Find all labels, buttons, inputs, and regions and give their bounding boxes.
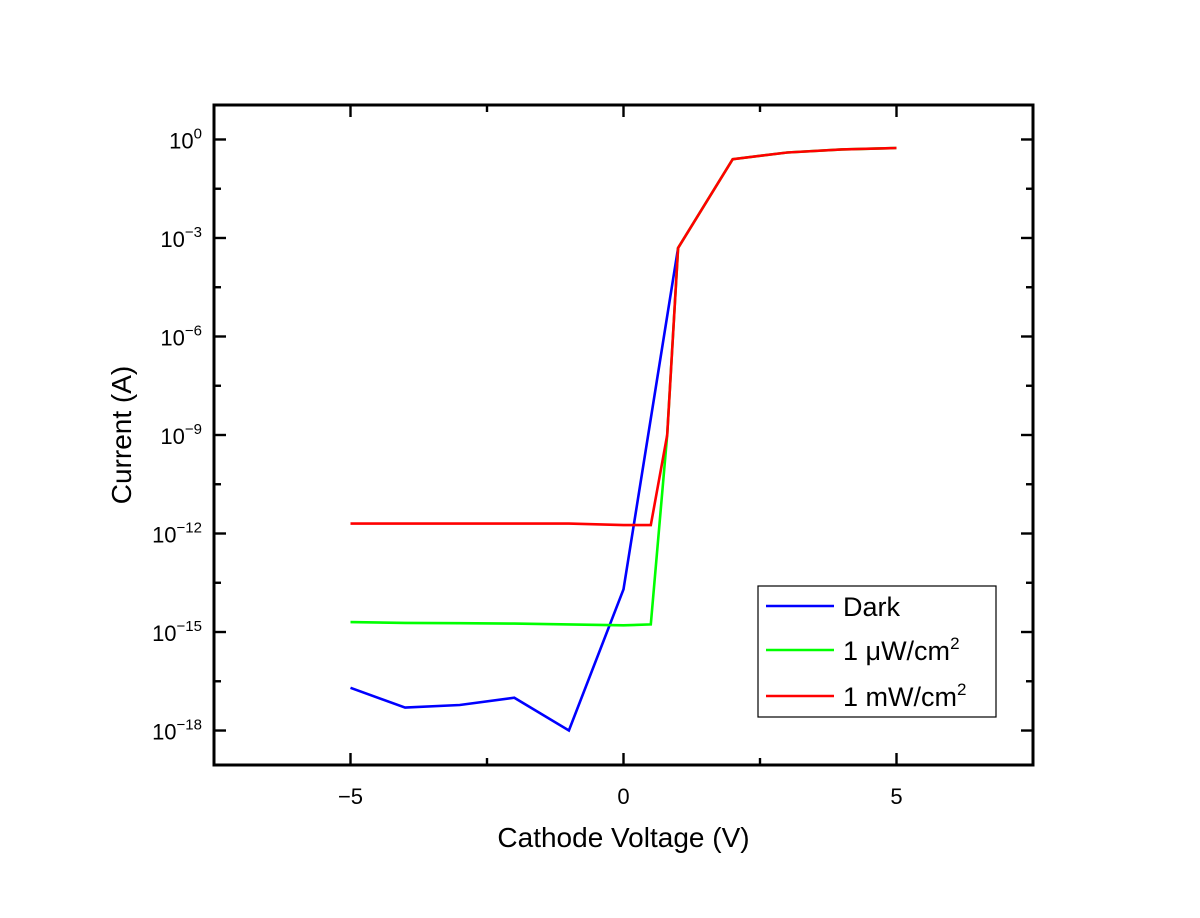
y-tick-labels: 100 10−3 10−6 10−9 10−12 10−15 10−18 xyxy=(152,125,202,744)
x-tick-label-2: 5 xyxy=(890,784,902,809)
x-tick-label-1: 0 xyxy=(617,784,629,809)
x-tick-labels: −5 0 5 xyxy=(338,784,903,809)
y-tick-label-4: 10−12 xyxy=(152,520,202,548)
y-tick-label-2: 10−6 xyxy=(160,322,202,350)
legend-label-0: Dark xyxy=(843,592,901,622)
x-tick-label-0: −5 xyxy=(338,784,363,809)
y-tick-label-1: 10−3 xyxy=(160,224,202,252)
y-tick-label-3: 10−9 xyxy=(160,421,202,449)
series-line-0 xyxy=(350,247,680,733)
y-tick-label-6: 10−18 xyxy=(152,717,202,745)
y-tick-label-5: 10−15 xyxy=(152,618,202,646)
series-line-2 xyxy=(350,146,897,527)
legend-label-1: 1 μW/cm2 xyxy=(843,634,960,666)
legend-label-2: 1 mW/cm2 xyxy=(843,680,966,712)
x-axis-title: Cathode Voltage (V) xyxy=(497,822,749,853)
series-group xyxy=(350,146,897,733)
legend: Dark 1 μW/cm2 1 mW/cm2 xyxy=(757,585,997,718)
y-tick-label-0: 100 xyxy=(169,125,202,153)
y-axis-title: Current (A) xyxy=(106,366,137,504)
series-line-1 xyxy=(350,146,897,627)
ticks-group xyxy=(214,105,1033,765)
